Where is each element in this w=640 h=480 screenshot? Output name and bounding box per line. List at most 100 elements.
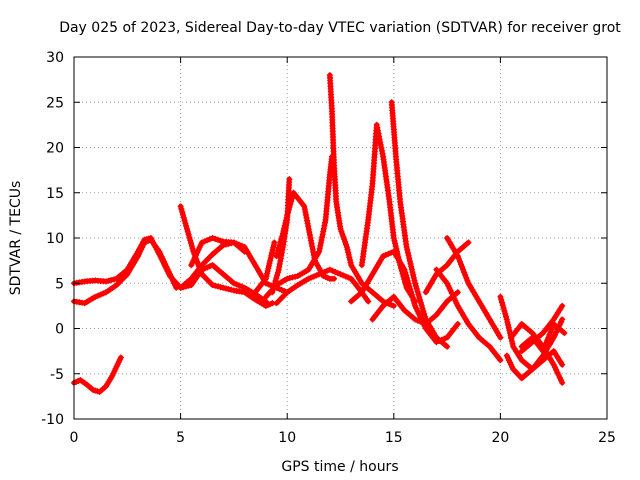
- data-point: [438, 336, 445, 343]
- data-point: [541, 345, 548, 352]
- data-point: [284, 275, 291, 282]
- data-point: [217, 237, 224, 244]
- data-point: [206, 236, 213, 243]
- data-point: [273, 275, 280, 282]
- data-point: [417, 299, 424, 306]
- data-point: [411, 277, 418, 284]
- data-point: [97, 291, 104, 298]
- data-point: [100, 290, 107, 297]
- data-point: [209, 235, 216, 241]
- data-point: [286, 275, 293, 282]
- data-point: [186, 234, 193, 241]
- data-point: [329, 267, 336, 274]
- data-point: [410, 274, 417, 281]
- data-point: [401, 266, 408, 273]
- data-point: [403, 272, 410, 279]
- data-point: [326, 266, 333, 273]
- data-point: [419, 305, 426, 312]
- data-point: [184, 228, 191, 235]
- data-point: [465, 239, 472, 246]
- data-point: [404, 249, 411, 256]
- data-point: [412, 280, 419, 287]
- data-point: [559, 302, 566, 309]
- data-point: [417, 296, 424, 303]
- data-point: [540, 348, 547, 355]
- data-point: [110, 276, 117, 283]
- series-arc-14: [388, 99, 451, 350]
- data-point: [546, 331, 553, 338]
- data-point: [416, 294, 423, 301]
- data-point: [206, 263, 213, 270]
- data-point: [405, 252, 412, 259]
- data-point: [498, 296, 505, 303]
- y-tick-label: 10: [46, 231, 64, 247]
- data-point: [498, 299, 505, 306]
- data-point: [420, 319, 427, 326]
- data-point: [411, 300, 418, 307]
- data-point: [217, 284, 224, 291]
- series-arc-24: [518, 320, 568, 355]
- data-point: [436, 337, 443, 344]
- series-arc-18: [433, 266, 504, 364]
- data-point: [179, 211, 186, 218]
- data-point: [102, 278, 109, 285]
- data-point: [313, 272, 320, 279]
- data-point: [502, 313, 509, 320]
- data-point: [276, 285, 283, 292]
- data-point: [545, 334, 552, 341]
- data-point: [289, 274, 296, 281]
- data-point: [408, 266, 415, 273]
- y-axis-label: SDTVAR / TECUs: [8, 181, 24, 296]
- data-point: [187, 240, 194, 247]
- data-point: [454, 320, 461, 327]
- data-point: [177, 203, 184, 210]
- data-point: [94, 292, 101, 299]
- data-point: [456, 258, 463, 265]
- data-point: [185, 231, 192, 238]
- data-point: [305, 275, 312, 282]
- data-point: [222, 285, 229, 292]
- data-point: [406, 255, 413, 262]
- data-point: [454, 253, 461, 260]
- data-point: [459, 263, 466, 270]
- data-point: [92, 293, 99, 300]
- data-point: [461, 269, 468, 276]
- data-point: [415, 291, 422, 298]
- series-arc-15: [348, 248, 461, 346]
- series-arc-12: [273, 266, 372, 307]
- series-arc-6: [177, 239, 248, 291]
- data-point: [274, 269, 281, 276]
- series-arc-9: [269, 176, 293, 296]
- x-tick-label: 10: [278, 430, 296, 446]
- data-point: [503, 316, 510, 323]
- data-point: [233, 281, 240, 288]
- data-point: [454, 289, 461, 296]
- data-point: [410, 271, 417, 278]
- axis-ticks: 0 5 10 15 20 25 -10 -5 0 5 10 15 20 25 30: [41, 50, 616, 446]
- data-point: [292, 273, 299, 280]
- series-arc-13: [358, 121, 419, 305]
- data-point: [392, 240, 399, 247]
- data-point: [228, 240, 235, 247]
- data-point: [409, 294, 416, 301]
- data-point: [180, 214, 187, 221]
- data-point: [463, 274, 470, 281]
- data-point: [497, 357, 504, 364]
- y-tick-label: 5: [55, 276, 64, 292]
- data-point: [405, 280, 412, 287]
- data-point: [225, 286, 232, 293]
- data-point: [462, 272, 469, 279]
- data-point: [561, 330, 568, 337]
- x-tick-label: 25: [598, 430, 616, 446]
- data-point: [413, 285, 420, 292]
- y-tick-label: 15: [46, 186, 64, 202]
- data-point: [391, 237, 398, 244]
- data-point: [345, 274, 352, 281]
- data-point: [265, 281, 272, 288]
- series-arc-11: [326, 72, 397, 309]
- data-point: [187, 237, 194, 244]
- y-tick-label: -5: [50, 367, 64, 383]
- data-point: [332, 268, 339, 275]
- data-point: [201, 265, 208, 272]
